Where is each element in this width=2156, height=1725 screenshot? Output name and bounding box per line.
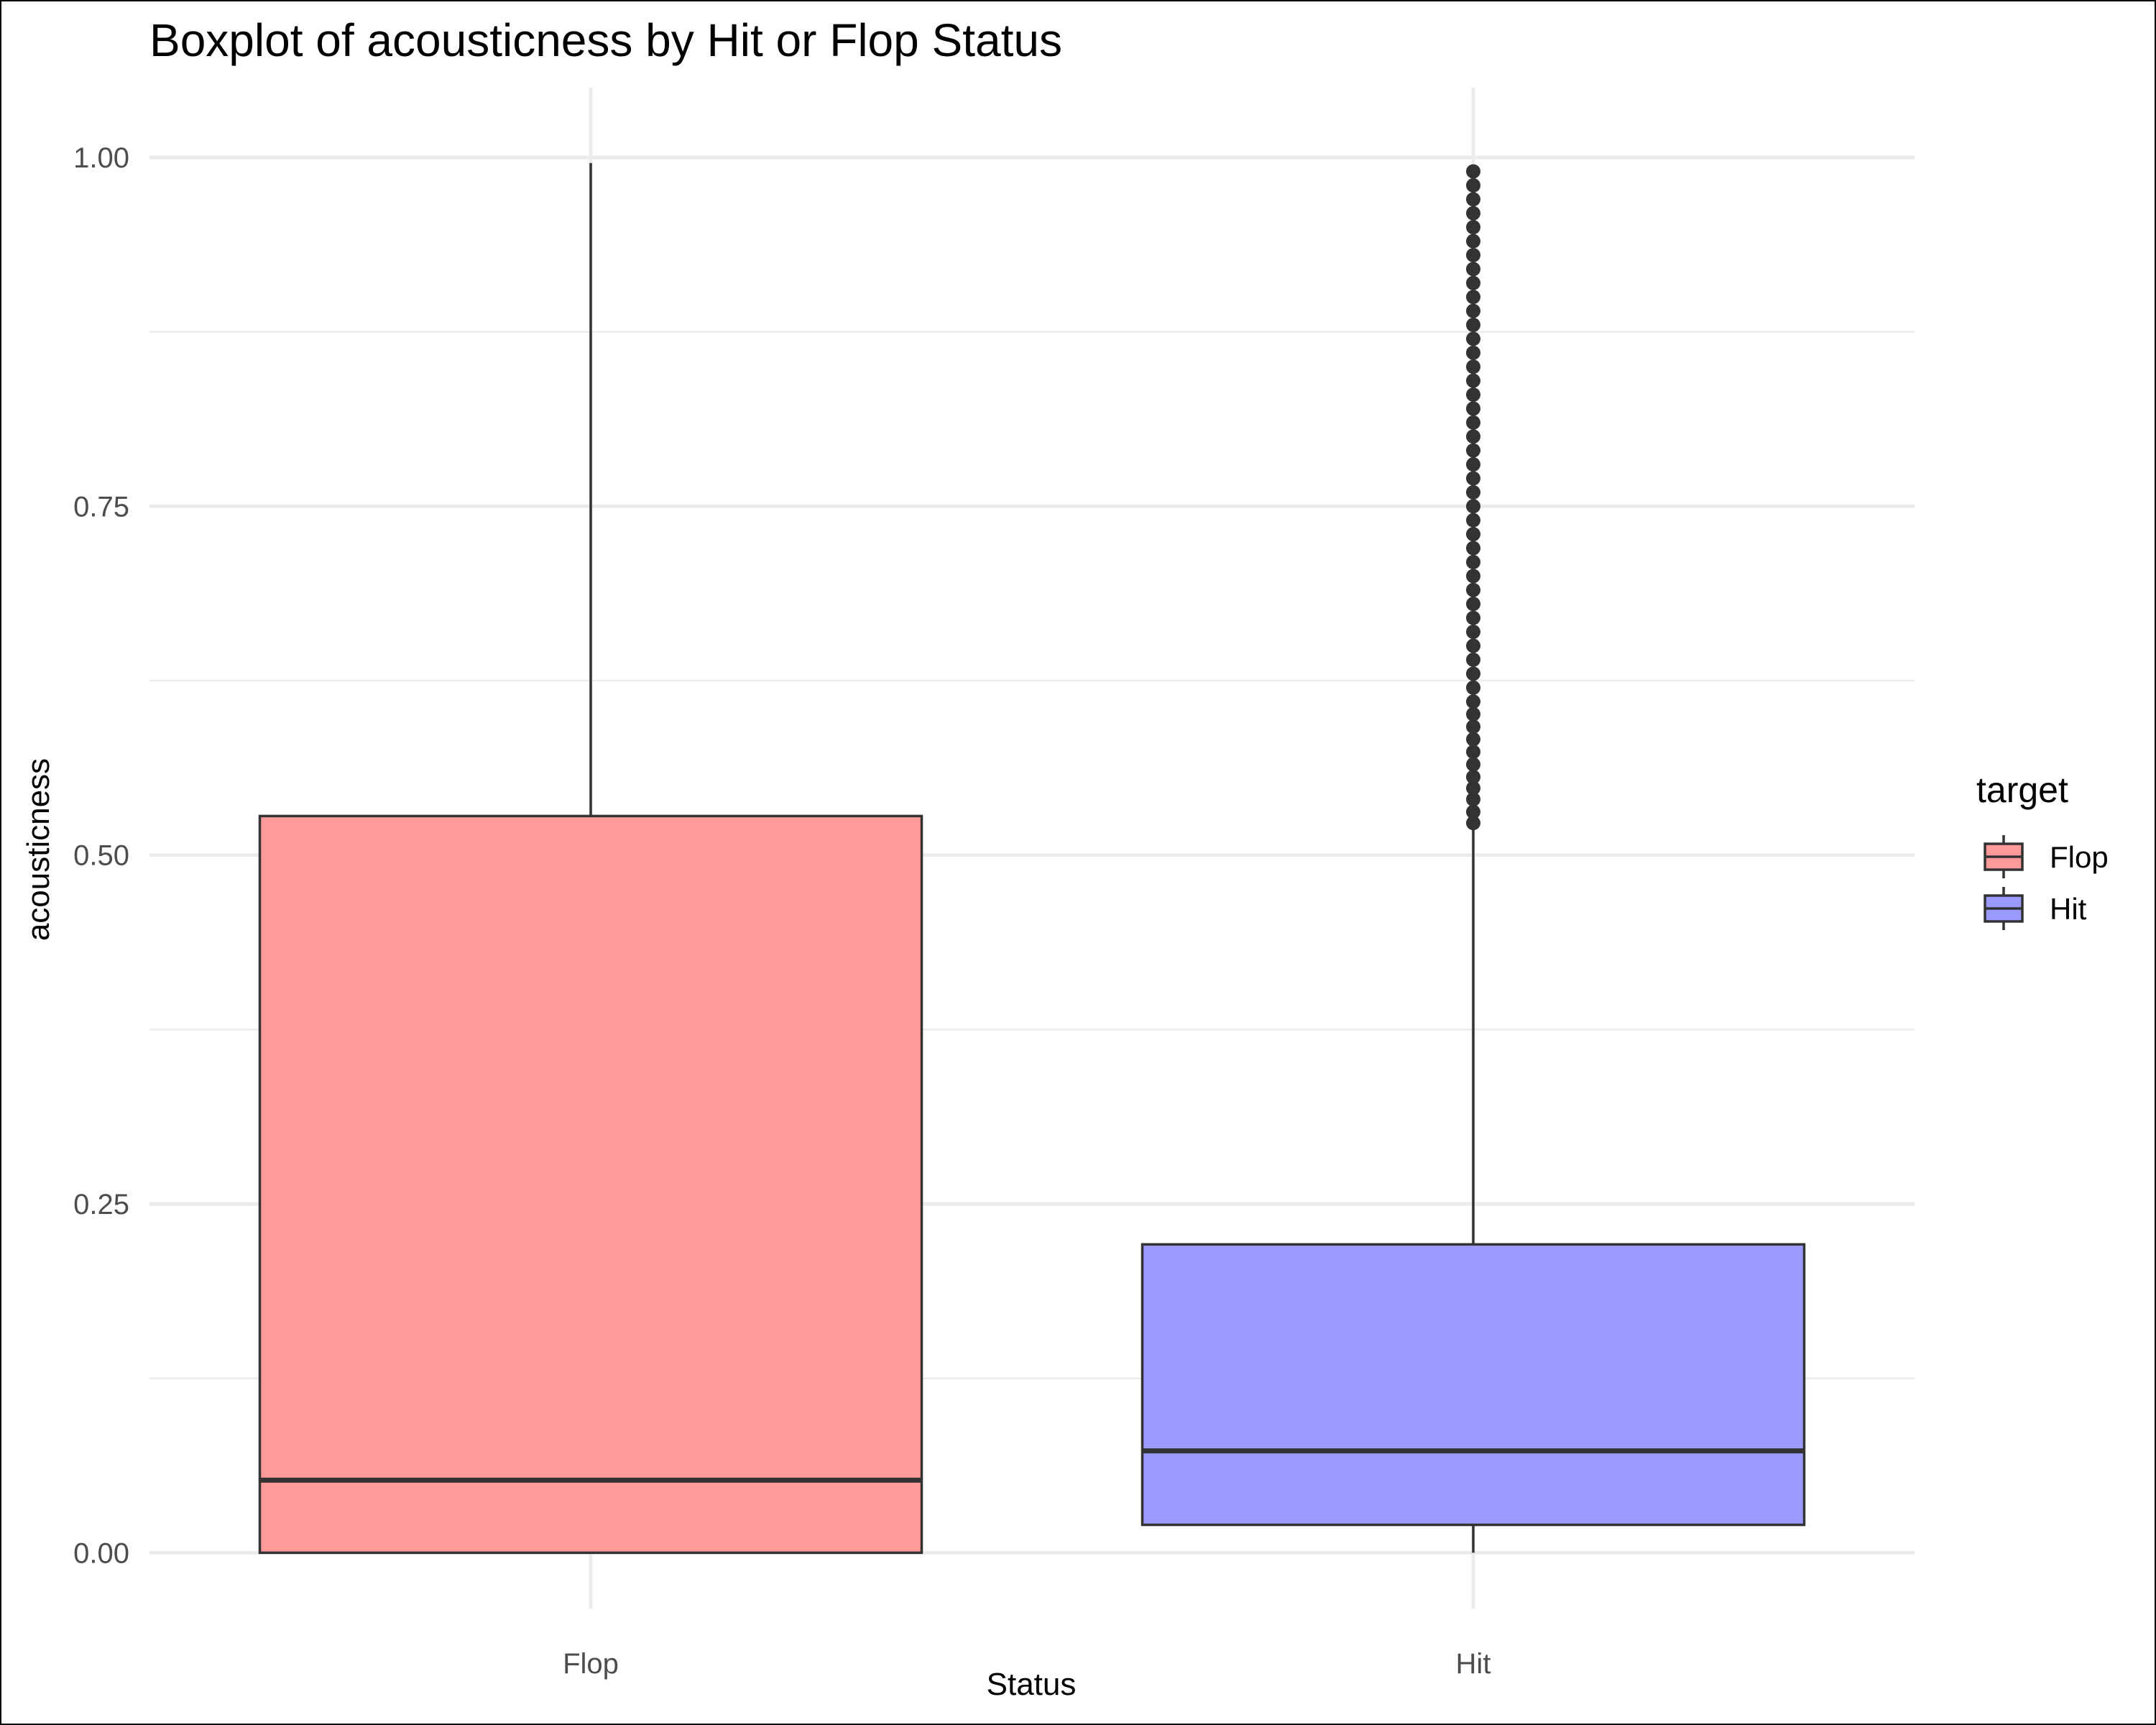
outlier-point bbox=[1466, 275, 1480, 290]
outlier-point bbox=[1466, 652, 1480, 667]
outlier-point bbox=[1466, 220, 1480, 235]
outlier-point bbox=[1466, 680, 1480, 695]
outlier-point bbox=[1466, 582, 1480, 597]
x-axis-ticks: Flop Hit bbox=[563, 1648, 1491, 1680]
outlier-point bbox=[1466, 484, 1480, 500]
y-axis-title: acousticness bbox=[21, 758, 56, 941]
outlier-point bbox=[1466, 247, 1480, 262]
y-tick-label: 0.25 bbox=[73, 1189, 129, 1220]
y-tick-label: 0.50 bbox=[73, 840, 129, 872]
outlier-point bbox=[1466, 540, 1480, 556]
outlier-point bbox=[1466, 206, 1480, 221]
iqr-box bbox=[258, 814, 923, 1555]
outlier-point bbox=[1466, 555, 1480, 570]
y-axis-ticks: 0.00 0.25 0.50 0.75 1.00 bbox=[73, 142, 129, 1569]
outlier-point bbox=[1466, 512, 1480, 528]
outlier-point bbox=[1466, 234, 1480, 249]
outlier-point bbox=[1466, 373, 1480, 388]
y-tick-label: 0.75 bbox=[73, 491, 129, 523]
outlier-point bbox=[1466, 527, 1480, 542]
outlier-point bbox=[1466, 318, 1480, 333]
outlier-point bbox=[1466, 443, 1480, 458]
outlier-point bbox=[1466, 804, 1480, 819]
outlier-point bbox=[1466, 816, 1480, 831]
box-flop bbox=[258, 162, 923, 1555]
outlier-point bbox=[1466, 387, 1480, 402]
box-hit bbox=[1141, 164, 1806, 1553]
outlier-point bbox=[1466, 331, 1480, 346]
legend: target Flop Hit bbox=[1976, 770, 2109, 930]
outlier-point bbox=[1466, 457, 1480, 472]
legend-entries: Flop Hit bbox=[1984, 835, 2109, 930]
legend-title: target bbox=[1976, 770, 2068, 810]
outlier-point bbox=[1466, 164, 1480, 179]
outlier-point bbox=[1466, 719, 1480, 735]
outlier-point bbox=[1466, 569, 1480, 584]
outlier-point bbox=[1466, 359, 1480, 374]
outlier-point bbox=[1466, 303, 1480, 318]
outlier-point bbox=[1466, 638, 1480, 653]
outlier-point bbox=[1466, 792, 1480, 807]
x-axis-title: Status bbox=[987, 1667, 1077, 1702]
box-layer bbox=[258, 162, 1806, 1555]
outlier-point bbox=[1466, 707, 1480, 722]
outlier-point bbox=[1466, 290, 1480, 305]
legend-label: Hit bbox=[2050, 892, 2087, 926]
outlier-point bbox=[1466, 415, 1480, 430]
iqr-box bbox=[1141, 1243, 1806, 1527]
y-tick-label: 0.00 bbox=[73, 1537, 129, 1569]
outlier-point bbox=[1466, 781, 1480, 796]
outlier-point bbox=[1466, 597, 1480, 612]
outlier-point bbox=[1466, 732, 1480, 747]
outlier-point bbox=[1466, 262, 1480, 277]
outlier-point bbox=[1466, 401, 1480, 416]
x-tick-label: Hit bbox=[1456, 1648, 1491, 1680]
legend-item-flop: Flop bbox=[1984, 835, 2109, 878]
outlier-point bbox=[1466, 769, 1480, 784]
outlier-point bbox=[1466, 345, 1480, 360]
chart-title: Boxplot of acousticness by Hit or Flop S… bbox=[149, 14, 1062, 66]
outlier-point bbox=[1466, 192, 1480, 207]
legend-label: Flop bbox=[2050, 840, 2109, 874]
y-tick-label: 1.00 bbox=[73, 142, 129, 174]
outlier-point bbox=[1466, 499, 1480, 514]
outlier-point bbox=[1466, 757, 1480, 772]
outlier-point bbox=[1466, 429, 1480, 444]
outlier-point bbox=[1466, 666, 1480, 681]
outlier-point bbox=[1466, 745, 1480, 760]
outlier-point bbox=[1466, 471, 1480, 486]
outlier-point bbox=[1466, 625, 1480, 640]
legend-item-hit: Hit bbox=[1984, 887, 2087, 930]
x-tick-label: Flop bbox=[563, 1648, 619, 1680]
outlier-point bbox=[1466, 694, 1480, 709]
outlier-point bbox=[1466, 178, 1480, 193]
outlier-point bbox=[1466, 610, 1480, 625]
